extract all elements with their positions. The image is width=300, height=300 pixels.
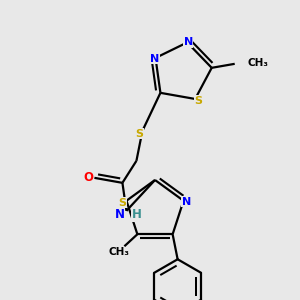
Text: O: O <box>83 171 93 184</box>
Text: S: S <box>135 129 143 139</box>
Text: S: S <box>194 96 202 106</box>
Text: N: N <box>114 208 124 221</box>
Text: CH₃: CH₃ <box>109 247 130 257</box>
Text: N: N <box>184 38 193 47</box>
Text: N: N <box>150 54 159 64</box>
Text: H: H <box>131 208 141 221</box>
Text: N: N <box>182 197 191 207</box>
Text: CH₃: CH₃ <box>248 58 269 68</box>
Text: S: S <box>118 198 127 208</box>
